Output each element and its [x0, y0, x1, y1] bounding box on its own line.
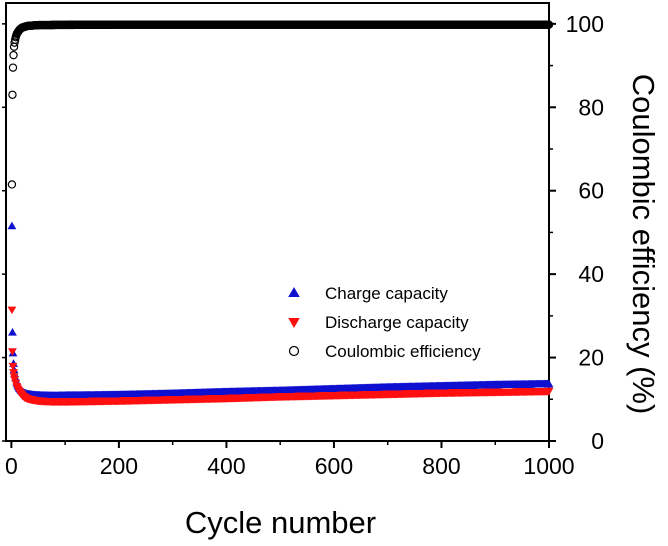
- x-tick-label: 800: [422, 453, 460, 479]
- y-right-tick-label: 60: [578, 178, 604, 204]
- legend-marker: [288, 345, 300, 357]
- legend: Charge capacity Discharge capacity Coulomb…: [288, 284, 481, 361]
- y-right-tick-label: 20: [578, 345, 604, 371]
- legend-marker: [288, 318, 300, 328]
- legend-item: Discharge capacity: [288, 313, 469, 332]
- x-tick-label: 200: [100, 453, 138, 479]
- x-tick-label: 1000: [523, 453, 574, 479]
- data-point: [8, 362, 18, 371]
- data-point: [544, 379, 554, 388]
- data-point: [544, 387, 554, 396]
- x-axis-title: Cycle number: [185, 505, 376, 540]
- series-charge-capacity: [7, 221, 554, 399]
- x-tick-label: 0: [5, 453, 18, 479]
- data-point: [7, 306, 17, 315]
- data-point: [8, 90, 17, 99]
- y-right-tick-label: 100: [566, 11, 604, 37]
- data-point: [8, 348, 17, 356]
- series-discharge-capacity: [7, 306, 554, 406]
- y-right-tick-label: 40: [578, 261, 604, 287]
- legend-item: Coulombic efficiency: [288, 342, 481, 361]
- data-point: [9, 50, 18, 60]
- data-points: [7, 20, 554, 406]
- legend-label: Discharge capacity: [325, 313, 469, 332]
- y-right-tick-label: 0: [591, 428, 604, 454]
- axis-ticks: 0 200 400 600 800 1000 0 20 40 60 80 100: [2, 11, 604, 479]
- data-point: [8, 63, 18, 72]
- data-point: [7, 221, 17, 230]
- y-right-axis-title: Coulombic efficiency (%): [626, 74, 661, 415]
- y-right-tick-label: 80: [578, 94, 604, 120]
- x-tick-label: 600: [315, 453, 353, 479]
- data-point: [7, 180, 17, 189]
- data-point: [9, 369, 18, 377]
- plot-area: 0 200 400 600 800 1000 0 20 40 60 80 100: [2, 2, 604, 479]
- legend-label: Coulombic efficiency: [325, 342, 481, 361]
- x-tick-label: 400: [207, 453, 245, 479]
- series-coulombic-efficiency: [7, 20, 554, 189]
- plot-frame: [5, 2, 550, 442]
- data-point: [8, 328, 17, 336]
- legend-item: Charge capacity: [288, 284, 448, 303]
- legend-marker: [288, 287, 300, 297]
- legend-label: Charge capacity: [325, 284, 448, 303]
